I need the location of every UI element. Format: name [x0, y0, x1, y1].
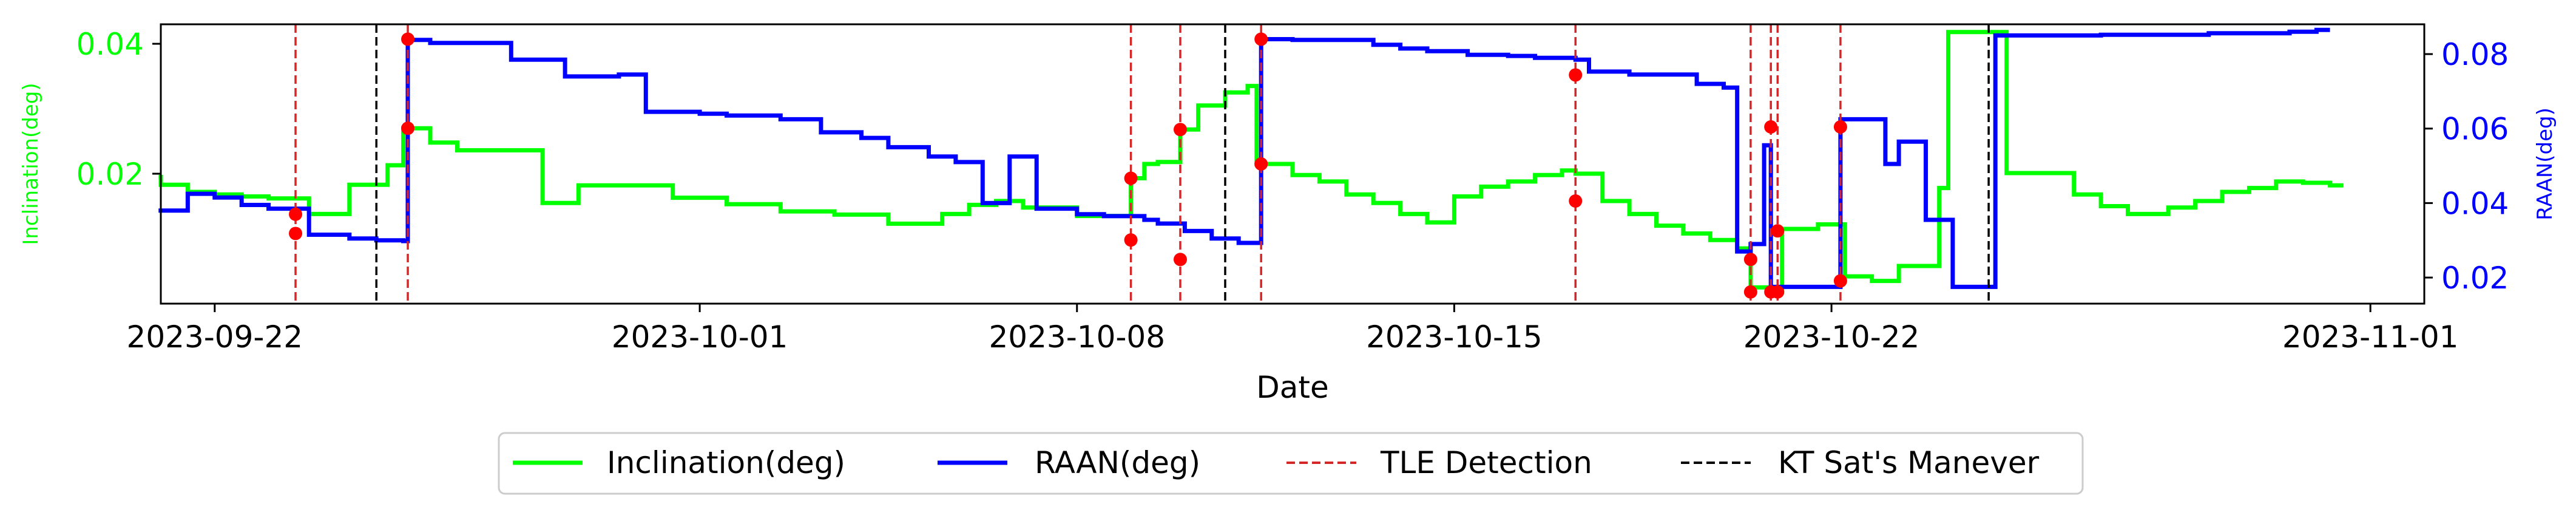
detection-marker [401, 121, 415, 135]
x-axis-label: Date [1256, 370, 1329, 405]
legend-label-tle: TLE Detection [1380, 445, 1592, 480]
detection-marker [1569, 68, 1583, 82]
legend-label-raan: RAAN(deg) [1035, 445, 1200, 480]
y-right-ticks: 0.02 0.04 0.06 0.08 [2424, 37, 2509, 296]
detection-marker [1254, 32, 1268, 46]
detection-marker [289, 227, 303, 240]
detection-marker [1173, 123, 1187, 137]
x-tick-label: 2023-09-22 [127, 319, 303, 355]
x-tick-label: 2023-10-15 [1366, 319, 1543, 355]
detection-marker [289, 207, 303, 221]
series-line-inclination-deg [158, 30, 2344, 295]
legend-label-maneuver: KT Sat's Manever [1778, 445, 2040, 480]
detection-marker [1569, 194, 1583, 208]
x-tick-label: 2023-10-01 [612, 319, 788, 355]
y-left-ticks: 0.02 0.04 [76, 27, 161, 192]
y-left-tick-label: 0.04 [76, 27, 144, 62]
detection-marker [1833, 274, 1847, 288]
detection-marker [1124, 233, 1138, 247]
event-lines-layer [294, 24, 1990, 304]
x-tick-label: 2023-11-01 [2282, 319, 2459, 355]
plot-frame [160, 23, 2426, 305]
y-right-tick-label: 0.02 [2441, 261, 2509, 296]
markers-layer [289, 32, 1847, 299]
detection-marker [1124, 171, 1138, 185]
legend-label-inclination: Inclination(deg) [607, 445, 845, 480]
x-tick-label: 2023-10-08 [989, 319, 1165, 355]
y-right-tick-label: 0.04 [2441, 186, 2509, 221]
y-right-tick-label: 0.08 [2441, 37, 2509, 72]
detection-marker [1173, 253, 1187, 267]
detection-marker [1771, 224, 1785, 238]
detection-marker [1743, 253, 1757, 267]
detection-marker [1743, 285, 1757, 299]
x-tick-label: 2023-10-22 [1743, 319, 1920, 355]
y-left-tick-label: 0.02 [76, 157, 144, 192]
y-right-tick-label: 0.06 [2441, 112, 2509, 147]
detection-marker [1764, 120, 1778, 134]
x-ticks: 2023-09-22 2023-10-01 2023-10-08 2023-10-15… [127, 304, 2459, 355]
y-left-axis-label: Inclination(deg) [19, 83, 43, 245]
detection-marker [1833, 120, 1847, 134]
detection-marker [1771, 285, 1785, 299]
legend: Inclination(deg) RAAN(deg) TLE Detection… [498, 432, 2084, 495]
y-right-axis-label: RAAN(deg) [2533, 107, 2557, 220]
detection-marker [401, 32, 415, 46]
detection-marker [1254, 157, 1268, 171]
